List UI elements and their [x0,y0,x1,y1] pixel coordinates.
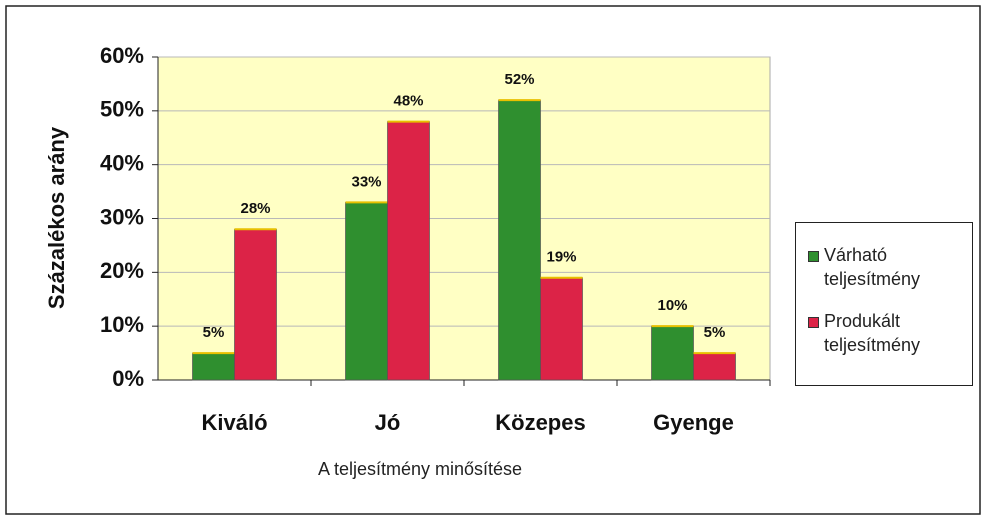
bar [192,352,235,381]
y-tick-label: 60% [100,43,144,68]
x-tick-label: Jó [375,410,401,435]
legend-swatch [808,251,819,262]
legend: Várható teljesítmény Produkált teljesítmé… [795,222,973,386]
value-label: 28% [240,200,270,217]
bar [540,277,583,381]
legend-label: Várható teljesítmény [824,245,921,289]
y-tick-label: 0% [112,366,144,391]
x-tick-label: Közepes [495,410,585,435]
bar [345,202,388,381]
y-tick-label: 20% [100,258,144,283]
legend-swatch [808,317,819,328]
bar [387,121,430,381]
x-tick-label: Kiváló [201,410,267,435]
value-label: 33% [351,173,381,190]
value-label: 48% [393,93,423,110]
value-label: 5% [704,324,726,341]
y-axis-label: Százalékos arány [44,126,69,309]
x-tick-label: Gyenge [653,410,734,435]
y-tick-label: 10% [100,312,144,337]
value-label: 10% [657,297,687,314]
bar [651,325,694,381]
bar [693,352,736,381]
legend-item: Produkált teljesítmény [808,309,964,357]
chart-border [5,5,981,515]
value-label: 5% [203,324,225,341]
value-label: 52% [504,71,534,88]
bar [234,228,277,381]
y-tick-label: 50% [100,97,144,122]
y-tick-label: 30% [100,204,144,229]
legend-item: Várható teljesítmény [808,243,964,291]
x-axis-label: A teljesítmény minősítése [318,459,522,479]
legend-label: Produkált teljesítmény [824,311,921,355]
value-label: 19% [546,249,576,266]
y-tick-label: 40% [100,150,144,175]
bar [498,99,541,381]
